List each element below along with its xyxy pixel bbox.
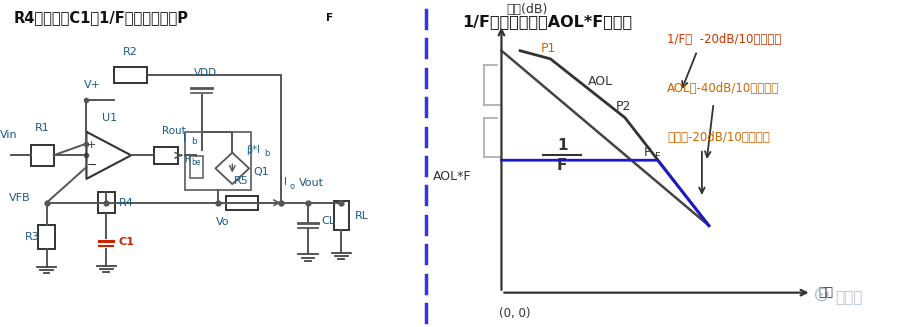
- Text: VFB: VFB: [9, 193, 30, 203]
- Text: 1/F：  -20dB/10倍频衰减: 1/F： -20dB/10倍频衰减: [667, 32, 781, 45]
- Text: 日月辰: 日月辰: [835, 290, 863, 305]
- Bar: [98, 192, 115, 213]
- Text: b: b: [264, 149, 270, 158]
- Text: P1: P1: [541, 42, 557, 55]
- Text: ⊙: ⊙: [812, 286, 830, 306]
- Text: 交点：-20dB/10倍频衰减: 交点：-20dB/10倍频衰减: [667, 130, 770, 144]
- Text: CL: CL: [322, 216, 335, 226]
- Text: o: o: [290, 182, 294, 191]
- Text: VDD: VDD: [194, 68, 217, 78]
- Text: b: b: [192, 137, 197, 146]
- Bar: [38, 225, 55, 249]
- Text: 频率: 频率: [818, 286, 833, 299]
- Text: AOL*F: AOL*F: [433, 170, 472, 183]
- Text: Vin: Vin: [0, 130, 17, 140]
- Text: F: F: [557, 158, 568, 173]
- Text: I: I: [183, 134, 186, 144]
- Bar: [186, 132, 251, 190]
- Text: P2: P2: [616, 99, 631, 112]
- Text: AOL: AOL: [588, 75, 612, 88]
- Text: Vo: Vo: [216, 217, 229, 227]
- Bar: [30, 145, 54, 166]
- Text: R5: R5: [234, 177, 249, 186]
- Text: +: +: [87, 140, 97, 150]
- Bar: [334, 201, 349, 230]
- Text: R4并联电容C1，1/F曲线产生极点P: R4并联电容C1，1/F曲线产生极点P: [14, 10, 188, 26]
- Text: Vout: Vout: [299, 179, 324, 188]
- Text: F: F: [654, 152, 661, 162]
- Bar: [226, 196, 258, 210]
- Text: Q1: Q1: [253, 167, 269, 177]
- Text: R2: R2: [123, 47, 138, 57]
- Text: V+: V+: [84, 80, 101, 90]
- Text: −: −: [87, 159, 97, 172]
- Text: 1/F曲线修正后的AOL*F波特图: 1/F曲线修正后的AOL*F波特图: [462, 14, 632, 29]
- Text: C1: C1: [119, 237, 134, 247]
- Text: 1: 1: [557, 138, 568, 153]
- Text: F: F: [325, 13, 333, 23]
- Text: AOL：-40dB/10倍频衰减: AOL：-40dB/10倍频衰减: [667, 81, 780, 95]
- Text: 增益(dB): 增益(dB): [506, 3, 547, 16]
- Text: (0, 0): (0, 0): [499, 307, 531, 320]
- Bar: [190, 156, 203, 178]
- Bar: [154, 147, 178, 164]
- Text: P: P: [643, 146, 651, 159]
- Text: RL: RL: [355, 211, 368, 221]
- Text: I: I: [283, 177, 287, 187]
- Text: R4: R4: [119, 198, 133, 208]
- Text: R1: R1: [35, 123, 49, 133]
- Text: β*I: β*I: [247, 145, 260, 155]
- Text: Rout: Rout: [162, 126, 186, 136]
- Bar: [114, 67, 147, 83]
- Text: U1: U1: [102, 113, 117, 123]
- Text: R: R: [184, 155, 190, 164]
- Text: R3: R3: [26, 232, 40, 242]
- Text: be: be: [191, 158, 200, 167]
